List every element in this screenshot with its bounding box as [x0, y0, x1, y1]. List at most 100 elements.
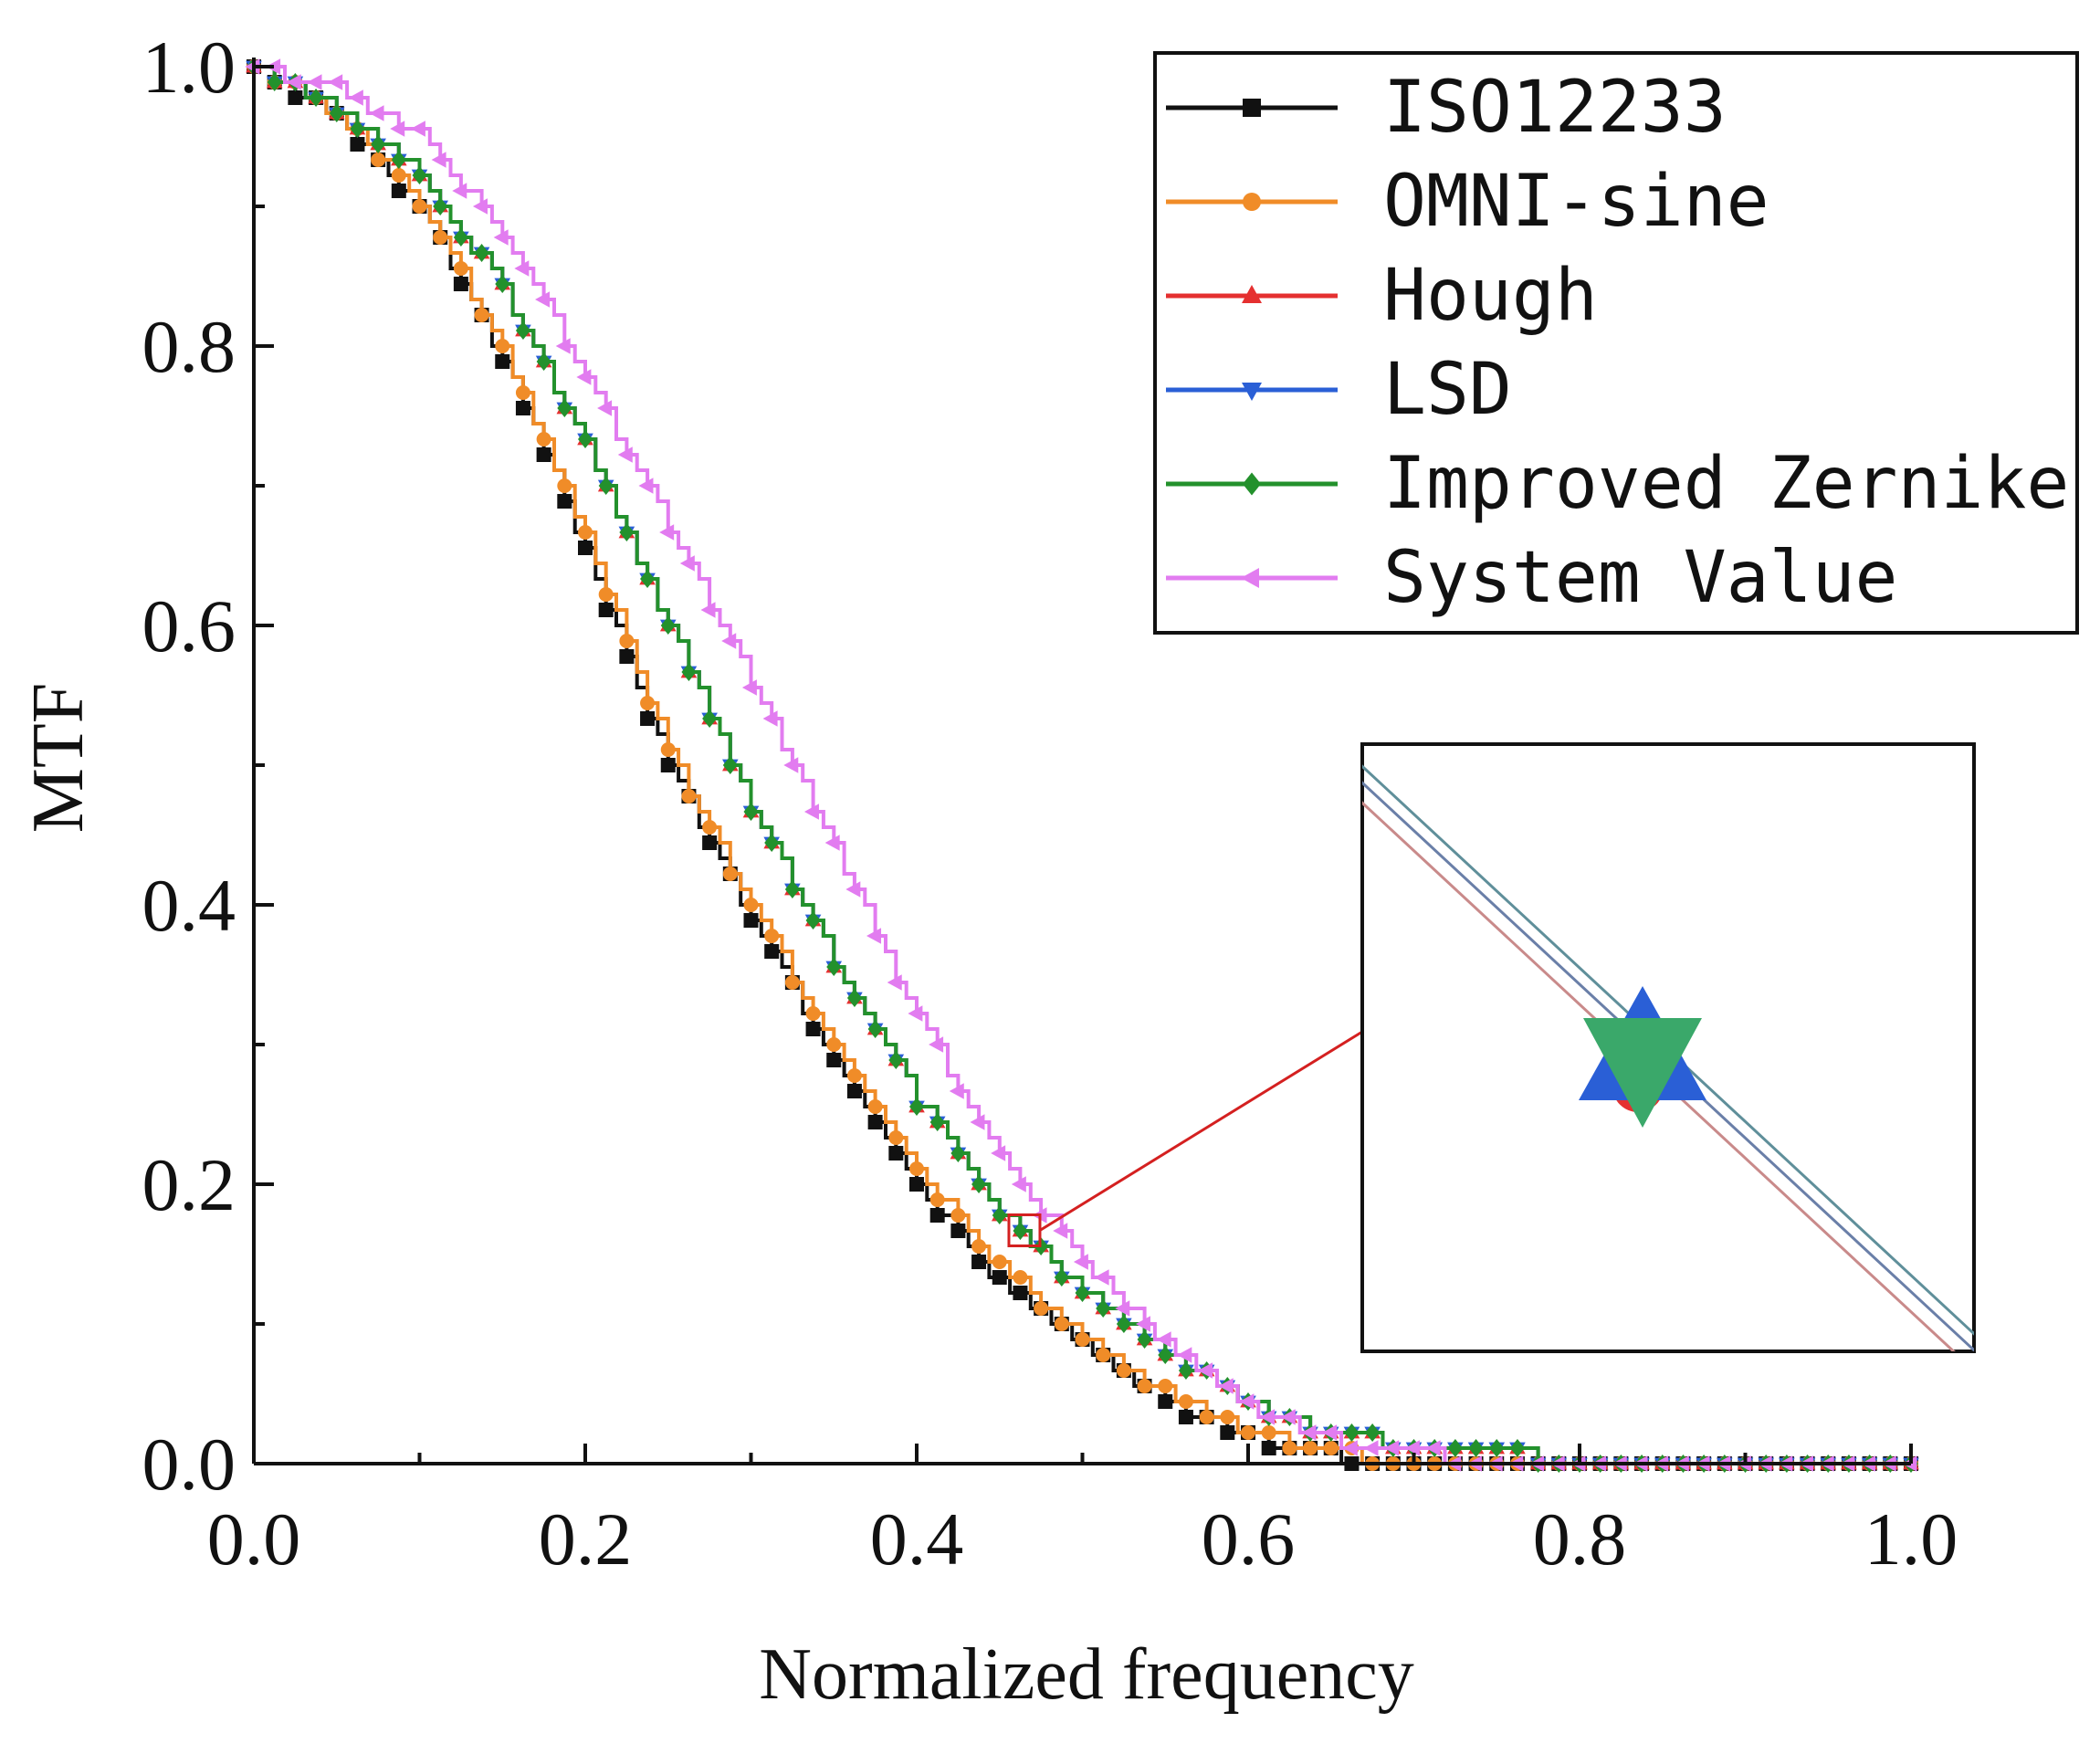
data-point — [949, 1083, 964, 1099]
data-point — [578, 525, 593, 540]
data-point — [824, 835, 840, 851]
data-point — [660, 742, 676, 757]
legend-marker — [1242, 383, 1262, 401]
y-tick-label: 0.0 — [142, 1423, 236, 1506]
data-point — [640, 711, 656, 726]
data-point — [743, 913, 759, 928]
data-point — [867, 1020, 883, 1038]
data-point — [1178, 1410, 1193, 1424]
data-point — [741, 679, 757, 696]
data-point — [1489, 1439, 1505, 1457]
data-point — [638, 478, 654, 494]
data-point — [536, 432, 551, 446]
data-point — [762, 710, 778, 727]
data-point — [1198, 1362, 1213, 1379]
data-point — [1013, 1222, 1028, 1240]
data-point — [286, 74, 301, 90]
legend-label: Hough — [1383, 255, 1598, 337]
data-point — [1303, 1441, 1318, 1455]
data-point — [536, 447, 551, 462]
legend-marker — [1243, 472, 1261, 496]
legend-label: ISO12233 — [1383, 67, 1727, 149]
data-point — [909, 1161, 924, 1176]
data-point — [452, 183, 467, 199]
data-point — [1013, 1270, 1028, 1285]
legend-marker — [1241, 568, 1259, 588]
data-point — [453, 261, 468, 276]
data-point — [453, 277, 468, 291]
data-point — [909, 1098, 924, 1116]
y-tick-label: 0.2 — [142, 1143, 236, 1226]
data-point — [1280, 1409, 1296, 1425]
data-point — [350, 120, 365, 138]
data-point — [391, 184, 406, 198]
data-point — [1011, 1176, 1026, 1192]
data-point — [412, 166, 427, 184]
data-point — [888, 1146, 904, 1161]
data-point — [1220, 1425, 1235, 1440]
data-point — [1116, 1315, 1131, 1333]
data-point — [660, 758, 676, 772]
data-point — [867, 1115, 883, 1129]
data-point — [950, 1208, 966, 1223]
data-point — [619, 634, 635, 648]
data-point — [536, 352, 551, 371]
data-point — [764, 834, 780, 852]
data-point — [474, 244, 489, 262]
data-point — [971, 1239, 987, 1254]
legend-entry: OMNI-sine — [1166, 161, 1769, 243]
zoom-connector-line — [1039, 1030, 1363, 1232]
data-point — [1034, 1301, 1049, 1316]
data-point — [369, 105, 384, 121]
data-point — [410, 121, 425, 137]
data-point — [619, 523, 635, 541]
data-point — [557, 478, 572, 493]
data-point — [433, 230, 448, 245]
data-point — [617, 446, 633, 463]
data-point — [722, 866, 738, 881]
x-tick-label: 0.0 — [207, 1497, 301, 1581]
data-point — [515, 401, 530, 415]
data-point — [1425, 1440, 1441, 1456]
data-point — [431, 152, 446, 168]
data-point — [1075, 1284, 1090, 1302]
data-point — [866, 928, 882, 944]
data-point — [803, 803, 819, 820]
data-point — [1342, 1440, 1358, 1456]
data-point — [743, 803, 759, 821]
legend-entry: Improved Zernike — [1166, 443, 2069, 525]
data-point — [1137, 1330, 1152, 1349]
data-point — [702, 835, 718, 850]
data-point — [1509, 1439, 1525, 1457]
data-point — [700, 602, 716, 618]
x-tick-label: 0.2 — [539, 1497, 633, 1581]
x-tick-label: 0.4 — [870, 1497, 964, 1581]
data-point — [371, 135, 386, 153]
data-point — [846, 1084, 862, 1098]
data-point — [1115, 1300, 1130, 1317]
data-point — [1158, 1379, 1173, 1393]
data-point — [1261, 1441, 1276, 1455]
data-point — [1054, 1268, 1069, 1287]
data-point — [391, 168, 406, 183]
data-point — [555, 338, 571, 354]
data-point — [1239, 1393, 1255, 1410]
legend-marker — [1242, 285, 1262, 303]
zoomed-zernike-marker — [1583, 1018, 1702, 1128]
data-point — [1158, 1346, 1173, 1364]
data-point — [805, 1006, 821, 1021]
data-point — [722, 756, 738, 774]
data-point — [619, 649, 635, 664]
legend-marker — [1243, 193, 1261, 211]
data-point — [329, 104, 344, 122]
data-point — [1116, 1363, 1131, 1378]
data-point — [514, 260, 530, 277]
data-point — [805, 911, 821, 930]
data-point — [992, 1206, 1007, 1224]
zoom-inset — [1007, 742, 1976, 1353]
data-point — [1261, 1425, 1276, 1440]
data-point — [826, 1037, 842, 1052]
data-point — [660, 616, 676, 635]
data-point — [1158, 1394, 1173, 1409]
